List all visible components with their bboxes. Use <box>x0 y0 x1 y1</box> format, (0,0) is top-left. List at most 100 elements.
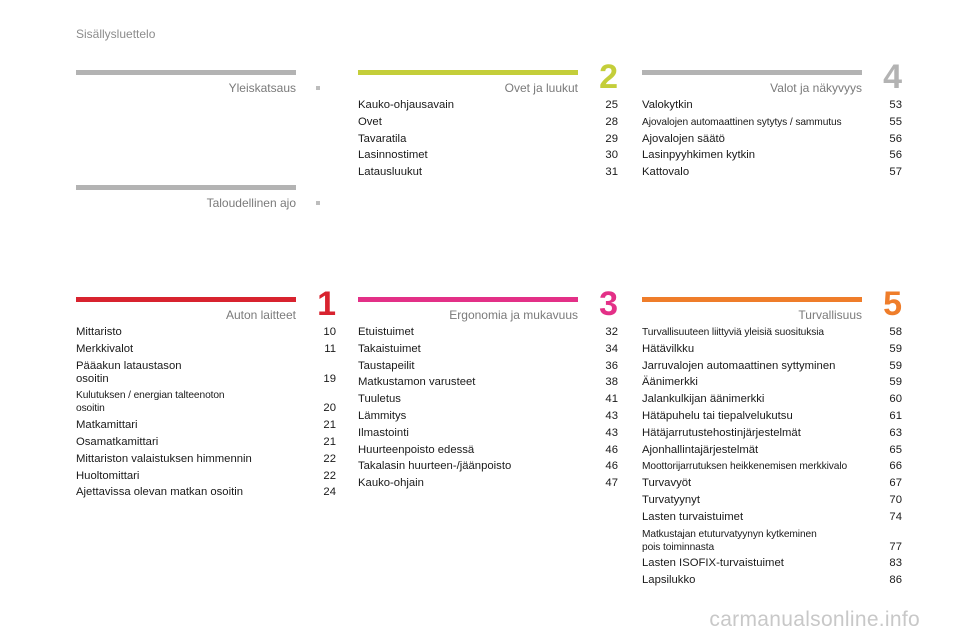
toc-entry[interactable]: Huoltomittari 22 <box>76 470 336 483</box>
section-number: 2 <box>599 58 618 96</box>
toc-entry[interactable]: Lasten ISOFIX-turvaistuimet 83 <box>642 557 902 570</box>
toc-entry-page: 22 <box>323 469 336 482</box>
toc-entry[interactable]: Matkamittari 21 <box>76 419 336 432</box>
section-number: 5 <box>883 285 902 323</box>
toc-entry[interactable]: Ajovalojen säätö 56 <box>642 133 902 146</box>
toc-entry[interactable]: Jarruvalojen automaattinen syttyminen 59 <box>642 360 902 373</box>
toc-entry-label: Hätäpuhelu tai tiepalvelukutsu <box>642 409 793 422</box>
toc-entry-page: 67 <box>889 477 902 490</box>
toc-entry-page: 38 <box>605 376 618 389</box>
toc-entry[interactable]: Lasinnostimet 30 <box>358 149 618 162</box>
toc-entry[interactable]: Merkkivalot 11 <box>76 343 336 356</box>
toc-entry-label: Takalasin huurteen-/jäänpoisto <box>358 460 512 473</box>
toc-entry[interactable]: Takalasin huurteen-/jäänpoisto 46 <box>358 460 618 473</box>
toc-entry-label: Matkustamon varusteet <box>358 376 476 389</box>
toc-entry[interactable]: Kauko-ohjain 47 <box>358 477 618 490</box>
toc-entry-label: Huurteenpoisto edessä <box>358 443 475 456</box>
toc-entry-page: 77 <box>889 540 902 553</box>
toc-entry-label: Ajovalojen säätö <box>642 132 725 145</box>
section-title[interactable]: Ovet ja luukut <box>504 81 578 95</box>
toc-entry[interactable]: Ajettavissa olevan matkan osoitin 24 <box>76 486 336 499</box>
section-title[interactable]: Valot ja näkyvyys <box>770 81 862 95</box>
section-title[interactable]: Yleiskatsaus <box>228 81 296 95</box>
toc-entry[interactable]: Äänimerkki 59 <box>642 376 902 389</box>
toc-entry-label: Kulutuksen / energian talteenoton osoiti… <box>76 390 225 415</box>
toc-entry[interactable]: Matkustajan etuturvatyynyn kytkeminen po… <box>642 528 902 554</box>
page-title: Sisällysluettelo <box>76 27 156 41</box>
toc-entry-page: 59 <box>889 376 902 389</box>
toc-entry[interactable]: Pääakun lataustason osoitin 19 <box>76 360 336 386</box>
toc-entry-label: Kauko-ohjausavain <box>358 99 455 111</box>
toc-entry-label: Lasinnostimet <box>358 149 428 162</box>
section-turvallisuus: Turvallisuus 5 Turvallisuuteen liittyviä… <box>642 287 902 586</box>
toc-entry[interactable]: Turvavyöt 67 <box>642 477 902 490</box>
section-title[interactable]: Turvallisuus <box>798 308 862 322</box>
toc-entry-label: Ajettavissa olevan matkan osoitin <box>76 486 244 499</box>
toc-entry[interactable]: Lämmitys 43 <box>358 410 618 423</box>
toc-entry[interactable]: Tavaratila 29 <box>358 133 618 146</box>
toc-entry[interactable]: Ovet 28 <box>358 116 618 129</box>
toc-entry[interactable]: Lasten turvaistuimet 74 <box>642 511 902 524</box>
toc-entry-page: 25 <box>605 99 618 111</box>
toc-entry-label: Ajonhallintajärjestelmät <box>642 443 759 456</box>
toc-entry-label: Lämmitys <box>358 409 407 422</box>
toc-entry[interactable]: Mittariston valaistuksen himmennin 22 <box>76 453 336 466</box>
toc-entry[interactable]: Matkustamon varusteet 38 <box>358 376 618 389</box>
toc-list: Kauko-ohjausavain 25 Ovet 28 Tavaratila 29 Las… <box>358 99 618 183</box>
toc-entry[interactable]: Kauko-ohjausavain 25 <box>358 99 618 112</box>
section-valot-ja-nakyvyys: Valot ja näkyvyys 4 Valokytkin 53 Ajovaloj… <box>642 60 902 178</box>
toc-entry-label: Takaistuimet <box>358 342 421 355</box>
toc-entry-page: 58 <box>889 326 902 338</box>
toc-entry[interactable]: Takaistuimet 34 <box>358 343 618 356</box>
toc-entry-page: 21 <box>323 435 336 448</box>
toc-entry[interactable]: Jalankulkijan äänimerkki 60 <box>642 393 902 406</box>
toc-entry[interactable]: Kulutuksen / energian talteenoton osoiti… <box>76 389 336 415</box>
toc-entry[interactable]: Lasinpyyhkimen kytkin 56 <box>642 149 902 162</box>
section-auton-laitteet: Auton laitteet 1 Mittaristo 10 Merkkivalot… <box>76 287 336 498</box>
toc-entry-page: 43 <box>605 426 618 439</box>
section-ergonomia-ja-mukavuus: Ergonomia ja mukavuus 3 Etuistuimet 32 Tak… <box>358 287 618 489</box>
toc-entry[interactable]: Etuistuimet 32 <box>358 326 618 339</box>
toc-entry[interactable]: Hätäpuhelu tai tiepalvelukutsu 61 <box>642 410 902 423</box>
toc-entry-label: Hätäjarrutustehostinjärjestelmät <box>642 426 801 439</box>
toc-entry[interactable]: Ajonhallintajärjestelmät 65 <box>642 444 902 457</box>
toc-entry[interactable]: Turvallisuuteen liittyviä yleisiä suosit… <box>642 326 902 339</box>
section-number: 3 <box>599 285 618 323</box>
section-number: 1 <box>317 285 336 323</box>
toc-entry[interactable]: Hätävilkku 59 <box>642 343 902 356</box>
toc-entry[interactable]: Moottorijarrutuksen heikkenemisen merkki… <box>642 460 902 473</box>
section-title[interactable]: Ergonomia ja mukavuus <box>449 308 578 322</box>
toc-entry[interactable]: Osamatkamittari 21 <box>76 436 336 449</box>
toc-entry[interactable]: Ilmastointi 43 <box>358 427 618 440</box>
section-bar <box>76 70 296 75</box>
toc-entry[interactable]: Hätäjarrutustehostinjärjestelmät 63 <box>642 427 902 440</box>
toc-list: Valokytkin 53 Ajovalojen automaattinen syt… <box>642 99 902 183</box>
section-marker <box>316 86 320 90</box>
toc-entry[interactable]: Valokytkin 53 <box>642 99 902 112</box>
toc-entry[interactable]: Ajovalojen automaattinen sytytys / sammu… <box>642 116 902 129</box>
toc-entry-page: 83 <box>889 557 902 570</box>
section-ovet-ja-luukut: Ovet ja luukut 2 Kauko-ohjausavain 25 Ovet… <box>358 60 618 178</box>
toc-entry-page: 20 <box>323 402 336 415</box>
toc-entry[interactable]: Turvatyynyt 70 <box>642 494 902 507</box>
section-title[interactable]: Auton laitteet <box>225 308 296 322</box>
toc-entry[interactable]: Huurteenpoisto edessä 46 <box>358 444 618 457</box>
toc-entry-label: Ilmastointi <box>358 426 409 439</box>
toc-entry[interactable]: Mittaristo 10 <box>76 326 336 339</box>
section-bar <box>76 185 296 190</box>
toc-entry-label: Lapsilukko <box>642 574 696 587</box>
toc-entry[interactable]: Taustapeilit 36 <box>358 360 618 373</box>
toc-entry-page: 57 <box>889 166 902 179</box>
section-yleiskatsaus: Yleiskatsaus <box>76 70 336 95</box>
toc-entry-page: 61 <box>889 409 902 422</box>
toc-list: Etuistuimet 32 Takaistuimet 34 Taustapeilit 3… <box>358 326 618 494</box>
toc-entry[interactable]: Latausluukut 31 <box>358 166 618 179</box>
toc-entry[interactable]: Kattovalo 57 <box>642 166 902 179</box>
toc-entry[interactable]: Lapsilukko 86 <box>642 574 902 587</box>
toc-entry-label: Matkamittari <box>76 419 138 432</box>
toc-entry[interactable]: Tuuletus 41 <box>358 393 618 406</box>
toc-entry-page: 31 <box>605 166 618 179</box>
section-title[interactable]: Taloudellinen ajo <box>206 196 296 210</box>
toc-entry-label: Kattovalo <box>642 166 690 179</box>
toc-entry-page: 34 <box>605 342 618 355</box>
